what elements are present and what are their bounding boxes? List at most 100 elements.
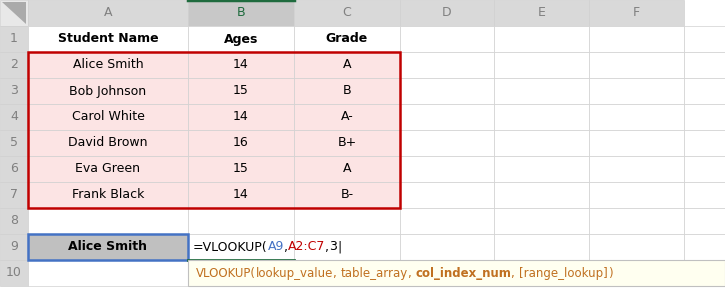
Text: ): ) (608, 267, 613, 279)
Bar (188, 234, 294, 260)
Text: |: | (337, 240, 341, 254)
Text: ,: , (408, 267, 415, 279)
Bar (589, 208, 684, 234)
Text: Carol White: Carol White (72, 110, 144, 123)
Text: 3: 3 (10, 85, 18, 98)
Bar (188, 104, 294, 130)
Bar (0, 104, 28, 130)
Bar (494, 78, 589, 104)
Bar (28, 104, 188, 130)
Bar (0, 156, 28, 182)
Text: 9: 9 (10, 240, 18, 254)
Bar (188, 0, 294, 26)
Bar (188, 156, 294, 182)
Bar (400, 156, 494, 182)
Bar (684, 156, 725, 182)
Bar (400, 26, 494, 52)
Text: col_index_num: col_index_num (415, 267, 512, 279)
Bar (0, 130, 28, 156)
Bar (28, 26, 188, 52)
Text: B: B (343, 85, 352, 98)
Bar (400, 260, 494, 286)
Bar (684, 182, 725, 208)
Bar (28, 52, 400, 208)
Bar (0, 0, 28, 26)
Text: C: C (343, 6, 352, 19)
Bar (294, 130, 400, 156)
Bar (188, 130, 294, 156)
Bar (494, 260, 589, 286)
Bar (494, 156, 589, 182)
Bar (188, 260, 294, 286)
Bar (294, 0, 400, 26)
Bar (684, 78, 725, 104)
Text: ,: , (512, 267, 519, 279)
Text: 16: 16 (233, 136, 249, 150)
Bar (28, 260, 188, 286)
Text: 10: 10 (6, 267, 22, 279)
Text: Student Name: Student Name (58, 33, 158, 46)
Bar (294, 260, 400, 286)
Bar (684, 104, 725, 130)
Bar (400, 0, 494, 26)
Text: 5: 5 (10, 136, 18, 150)
Text: A9: A9 (268, 240, 284, 254)
Bar (589, 26, 684, 52)
Bar (684, 26, 725, 52)
Text: B: B (236, 6, 245, 19)
Text: Alice Smith: Alice Smith (68, 240, 147, 254)
Text: 14: 14 (233, 58, 249, 71)
Bar (400, 78, 494, 104)
Text: B-: B- (341, 188, 354, 202)
Bar (494, 234, 589, 260)
Polygon shape (2, 2, 26, 24)
Text: Alice Smith: Alice Smith (72, 58, 144, 71)
Bar (294, 104, 400, 130)
Text: Frank Black: Frank Black (72, 188, 144, 202)
Bar (188, 52, 294, 78)
Bar (684, 52, 725, 78)
Text: 4: 4 (10, 110, 18, 123)
Bar (684, 208, 725, 234)
Text: 7: 7 (10, 188, 18, 202)
Bar (28, 52, 188, 78)
Bar (589, 104, 684, 130)
Text: 14: 14 (233, 188, 249, 202)
Bar (294, 52, 400, 78)
Text: =VLOOKUP(: =VLOOKUP( (193, 240, 268, 254)
Text: A2:C7: A2:C7 (288, 240, 326, 254)
Text: 15: 15 (233, 163, 249, 175)
Text: Ages: Ages (224, 33, 258, 46)
Bar (294, 78, 400, 104)
Text: table_array: table_array (341, 267, 408, 279)
Text: 3: 3 (329, 240, 337, 254)
Bar (0, 26, 28, 52)
Text: A: A (343, 58, 351, 71)
Bar (400, 104, 494, 130)
Bar (28, 156, 188, 182)
Bar (0, 260, 28, 286)
Bar (188, 26, 294, 52)
Text: 1: 1 (10, 33, 18, 46)
Bar (589, 52, 684, 78)
Bar (28, 182, 188, 208)
Text: E: E (537, 6, 545, 19)
Bar (294, 234, 400, 260)
Text: ,: , (326, 240, 329, 254)
Text: B+: B+ (337, 136, 357, 150)
Bar (494, 26, 589, 52)
Bar (400, 182, 494, 208)
Bar (400, 208, 494, 234)
Bar (494, 104, 589, 130)
Bar (684, 130, 725, 156)
Bar (589, 130, 684, 156)
Bar (0, 78, 28, 104)
Text: VLOOKUP(: VLOOKUP( (196, 267, 256, 279)
Bar (589, 0, 684, 26)
Text: 6: 6 (10, 163, 18, 175)
Bar (589, 182, 684, 208)
Bar (494, 0, 589, 26)
Bar (294, 156, 400, 182)
Bar (400, 52, 494, 78)
Bar (28, 208, 188, 234)
